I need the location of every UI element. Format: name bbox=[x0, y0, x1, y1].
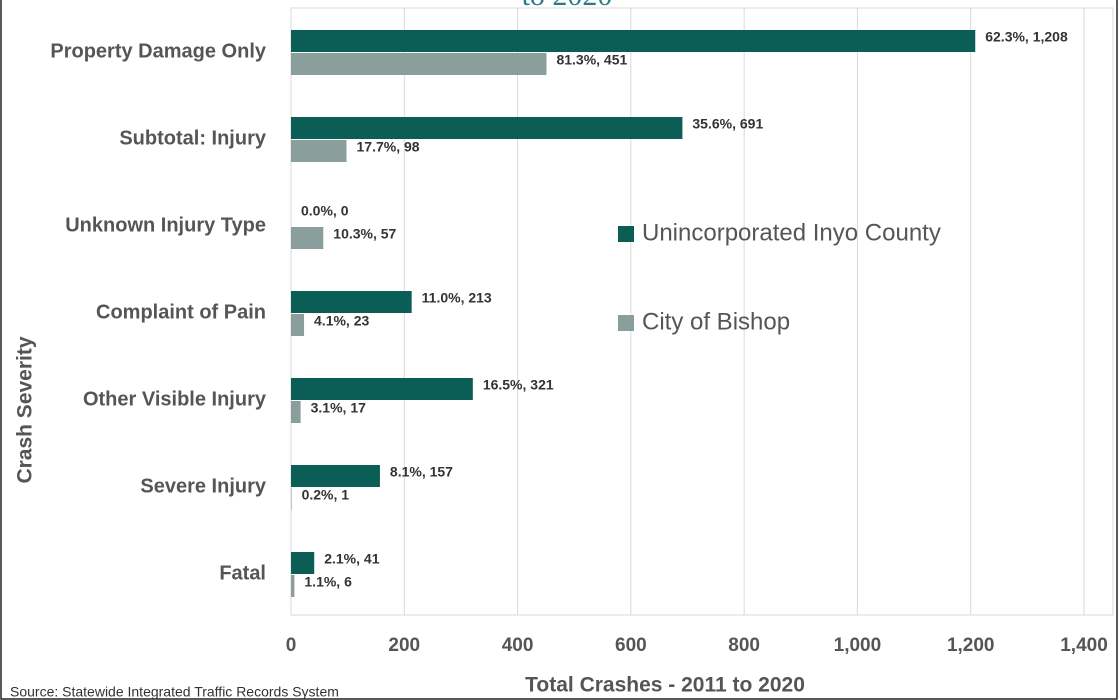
bar bbox=[291, 488, 292, 510]
y-tick-label: Other Visible Injury bbox=[83, 388, 267, 410]
y-tick-label: Severe Injury bbox=[140, 475, 267, 497]
bar bbox=[291, 30, 976, 52]
x-tick-label: 600 bbox=[615, 635, 647, 656]
bar bbox=[291, 53, 547, 75]
x-tick-label: 800 bbox=[728, 635, 760, 656]
data-label: 35.6%, 691 bbox=[692, 116, 763, 132]
bar bbox=[291, 314, 305, 336]
bar bbox=[291, 291, 412, 313]
x-tick-label: 400 bbox=[502, 635, 534, 656]
bar bbox=[291, 378, 473, 400]
data-label: 0.0%, 0 bbox=[301, 203, 349, 219]
y-tick-label: Subtotal: Injury bbox=[119, 127, 267, 149]
bar bbox=[291, 401, 301, 423]
bar bbox=[291, 117, 683, 139]
data-label: 16.5%, 321 bbox=[483, 377, 554, 393]
data-label: 8.1%, 157 bbox=[390, 464, 453, 480]
data-label: 3.1%, 17 bbox=[311, 400, 366, 416]
legend-swatch bbox=[618, 226, 634, 242]
data-label: 10.3%, 57 bbox=[333, 226, 396, 242]
x-tick-label: 1,000 bbox=[834, 635, 882, 656]
bar bbox=[291, 465, 380, 487]
y-tick-label: Fatal bbox=[219, 562, 266, 584]
y-tick-label: Property Damage Only bbox=[50, 40, 267, 62]
data-label: 11.0%, 213 bbox=[422, 290, 492, 306]
data-label: 4.1%, 23 bbox=[314, 313, 369, 329]
data-label: 62.3%, 1,208 bbox=[985, 29, 1068, 45]
x-axis-label: Total Crashes - 2011 to 2020 bbox=[525, 674, 805, 697]
bar bbox=[291, 552, 315, 574]
data-label: 1.1%, 6 bbox=[304, 574, 352, 590]
bar bbox=[291, 575, 295, 597]
y-tick-label: Complaint of Pain bbox=[96, 301, 266, 323]
data-label: 0.2%, 1 bbox=[302, 487, 350, 503]
legend-label: Unincorporated Inyo County bbox=[642, 219, 941, 246]
y-axis-label: Crash Severity bbox=[14, 336, 37, 483]
x-tick-label: 1,200 bbox=[947, 635, 995, 656]
data-label: 17.7%, 98 bbox=[357, 139, 420, 155]
x-tick-label: 1,400 bbox=[1060, 635, 1108, 656]
y-tick-label: Unknown Injury Type bbox=[65, 214, 266, 236]
x-tick-label: 0 bbox=[286, 635, 297, 656]
data-label: 81.3%, 451 bbox=[556, 52, 627, 68]
data-label: 2.1%, 41 bbox=[324, 551, 379, 567]
chart-title: to 2020 bbox=[522, 0, 613, 12]
source-note: Source: Statewide Integrated Traffic Rec… bbox=[10, 684, 339, 700]
bar bbox=[291, 140, 347, 162]
x-tick-label: 200 bbox=[388, 635, 420, 656]
bar bbox=[291, 227, 324, 249]
legend-label: City of Bishop bbox=[642, 308, 790, 335]
legend-swatch bbox=[618, 315, 634, 331]
